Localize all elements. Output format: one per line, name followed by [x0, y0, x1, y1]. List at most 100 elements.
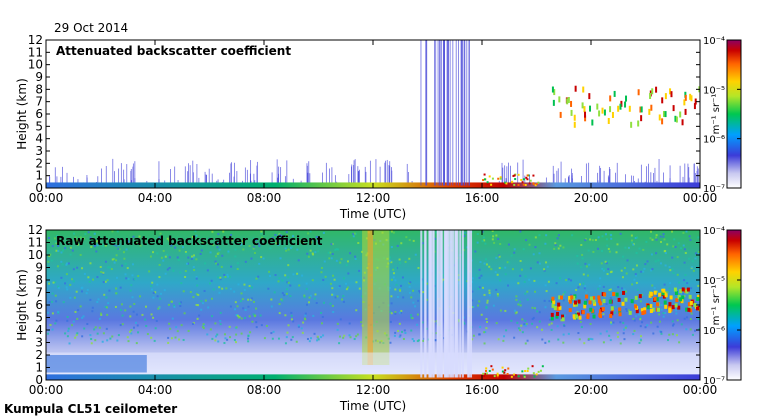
noise-speckle: [219, 323, 222, 326]
noise-speckle: [519, 230, 522, 233]
noise-speckle: [306, 303, 309, 306]
cloud-cell: [693, 302, 697, 307]
noise-speckle: [85, 292, 88, 295]
noise-speckle: [197, 304, 200, 307]
noise-speckle: [634, 274, 637, 277]
noise-speckle: [478, 286, 481, 289]
noise-speckle: [342, 300, 345, 303]
noise-speckle: [94, 339, 97, 342]
cloud-cell: [664, 304, 668, 309]
noise-speckle: [182, 290, 185, 293]
cloud-cell: [561, 317, 565, 322]
clutter-cell: [517, 173, 520, 176]
noise-speckle: [196, 317, 199, 320]
noise-speckle: [151, 281, 154, 284]
noise-speckle: [110, 268, 113, 271]
noise-speckle: [308, 301, 311, 304]
cloud-cell: [566, 98, 569, 105]
noise-speckle: [260, 241, 263, 244]
noise-speckle: [656, 294, 659, 297]
noise-speckle: [394, 279, 397, 282]
y-tick-label: 11: [28, 236, 43, 250]
noise-speckle: [511, 268, 514, 271]
clutter-cell: [533, 375, 536, 378]
noise-speckle: [663, 283, 666, 286]
noise-speckle: [562, 341, 565, 344]
colorbar: [726, 39, 742, 189]
noise-speckle: [671, 333, 674, 336]
noise-speckle: [501, 267, 504, 270]
noise-speckle: [660, 296, 663, 299]
noise-speckle: [671, 268, 674, 271]
noise-speckle: [49, 323, 52, 326]
noise-speckle: [620, 287, 623, 290]
clutter-cell: [532, 182, 535, 185]
cloud-cell: [674, 291, 678, 296]
noise-speckle: [405, 236, 408, 239]
clutter-cell: [496, 372, 499, 375]
noise-speckle: [105, 306, 108, 309]
noise-speckle: [554, 243, 557, 246]
noise-speckle: [230, 239, 233, 242]
noise-speckle: [166, 237, 169, 240]
noise-speckle: [249, 331, 252, 334]
noise-speckle: [616, 335, 619, 338]
cloud-cell: [609, 313, 613, 318]
y-tick-label: 12: [28, 223, 43, 237]
noise-speckle: [150, 285, 153, 288]
noise-speckle: [51, 328, 54, 331]
y-tick-label: 1: [35, 169, 43, 183]
noise-speckle: [286, 281, 289, 284]
noise-speckle: [691, 260, 694, 263]
noise-speckle: [478, 300, 481, 303]
noise-speckle: [332, 293, 335, 296]
noise-speckle: [258, 245, 261, 248]
cloud-cell: [689, 308, 693, 313]
noise-speckle: [124, 262, 127, 265]
y-axis-label: Height (km): [15, 78, 29, 149]
noise-speckle: [548, 300, 551, 303]
noise-speckle: [192, 256, 195, 259]
noise-speckle: [248, 315, 251, 318]
noise-speckle: [117, 334, 120, 337]
noise-speckle: [400, 284, 403, 287]
noise-speckle: [83, 237, 86, 240]
noise-speckle: [668, 266, 671, 269]
noise-speckle: [410, 316, 413, 319]
noise-speckle: [304, 318, 307, 321]
clutter-cell: [510, 375, 513, 378]
noise-speckle: [532, 253, 535, 256]
cloud-cell: [558, 305, 562, 310]
noise-speckle: [250, 257, 253, 260]
noise-speckle: [191, 322, 194, 325]
noise-speckle: [483, 342, 486, 345]
noise-speckle: [394, 311, 397, 314]
noise-speckle: [543, 299, 546, 302]
clutter-cell: [524, 370, 527, 373]
noise-speckle: [96, 276, 99, 279]
noise-speckle: [56, 265, 59, 268]
noise-speckle: [291, 336, 294, 339]
noise-speckle: [504, 266, 507, 269]
cloud-cell: [589, 307, 593, 312]
noise-speckle: [122, 251, 125, 254]
noise-speckle: [338, 335, 341, 338]
noise-speckle: [192, 266, 195, 269]
noise-speckle: [526, 339, 529, 342]
noise-speckle: [392, 276, 395, 279]
noise-speckle: [601, 250, 604, 253]
noise-speckle: [636, 236, 639, 239]
noise-speckle: [534, 236, 537, 239]
noise-speckle: [121, 323, 124, 326]
cloud-cell: [630, 121, 633, 128]
noise-speckle: [463, 235, 466, 238]
y-tick-label: 12: [28, 33, 43, 47]
noise-speckle: [239, 300, 242, 303]
noise-speckle: [132, 235, 135, 238]
cloud-cell: [621, 301, 625, 306]
noise-speckle: [690, 287, 693, 290]
cloud-cell: [573, 302, 577, 307]
noise-speckle: [416, 323, 419, 326]
x-tick-label: 20:00: [574, 383, 609, 397]
noise-speckle: [613, 311, 616, 314]
